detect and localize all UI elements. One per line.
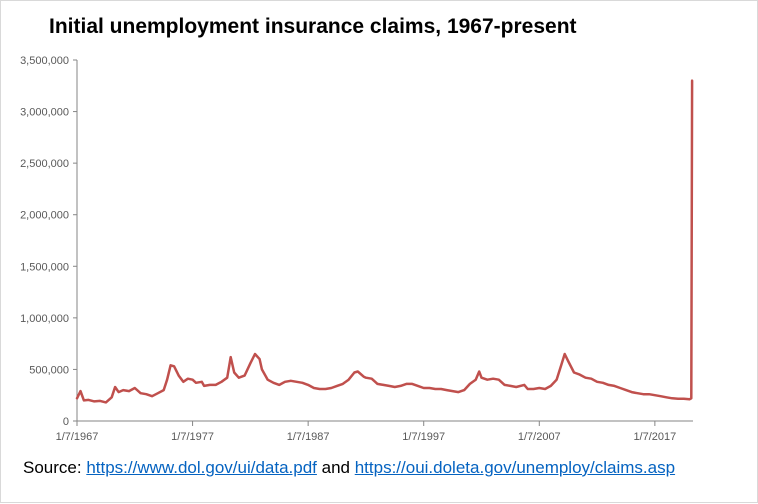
- y-tick-label: 3,000,000: [20, 107, 69, 119]
- y-tick-label: 3,500,000: [20, 55, 69, 67]
- series-line: [75, 79, 694, 404]
- x-tick-label: 1/7/1987: [287, 431, 330, 443]
- source-prefix: Source:: [23, 458, 87, 477]
- y-tick-label: 1,000,000: [20, 313, 69, 325]
- source-link-dol[interactable]: https://www.dol.gov/ui/data.pdf: [86, 458, 317, 477]
- y-tick-label: 1,500,000: [20, 261, 69, 273]
- x-tick-label: 1/7/1967: [56, 431, 99, 443]
- x-tick-label: 1/7/2007: [518, 431, 561, 443]
- y-tick-label: 2,500,000: [20, 158, 69, 170]
- source-middle: and: [316, 458, 355, 477]
- y-tick-label: 500,000: [29, 364, 69, 376]
- x-tick-label: 1/7/2017: [633, 431, 676, 443]
- source-note: Source: https://www.dol.gov/ui/data.pdf …: [23, 458, 675, 478]
- y-tick-label: 2,000,000: [20, 210, 69, 222]
- chart-title: Initial unemployment insurance claims, 1…: [49, 15, 577, 38]
- y-tick-label: 0: [63, 416, 69, 428]
- source-link-doleta[interactable]: https://oui.doleta.gov/unemploy/claims.a…: [354, 458, 676, 477]
- x-tick-label: 1/7/1997: [402, 431, 445, 443]
- x-tick-label: 1/7/1977: [171, 431, 214, 443]
